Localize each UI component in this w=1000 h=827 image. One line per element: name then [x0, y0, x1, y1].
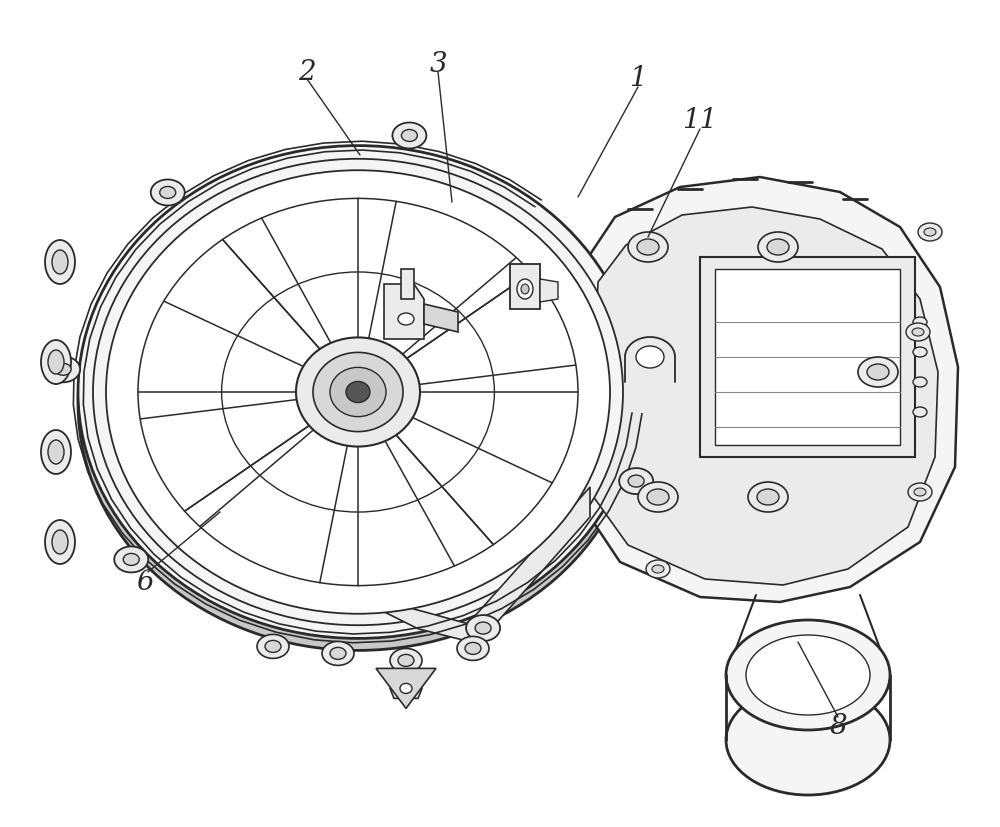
Ellipse shape	[914, 488, 926, 496]
Text: 11: 11	[682, 108, 718, 135]
Ellipse shape	[628, 232, 668, 262]
Ellipse shape	[767, 239, 789, 255]
Ellipse shape	[646, 560, 670, 578]
Ellipse shape	[913, 317, 927, 327]
Polygon shape	[376, 668, 436, 709]
Ellipse shape	[401, 130, 417, 141]
Text: 6: 6	[136, 568, 154, 595]
Ellipse shape	[913, 377, 927, 387]
Ellipse shape	[913, 407, 927, 417]
Polygon shape	[378, 487, 590, 643]
Text: 1: 1	[629, 65, 647, 93]
Ellipse shape	[41, 340, 71, 384]
Polygon shape	[700, 257, 915, 457]
Ellipse shape	[390, 648, 422, 672]
Ellipse shape	[45, 240, 75, 284]
Ellipse shape	[652, 565, 664, 573]
Ellipse shape	[757, 489, 779, 505]
Polygon shape	[580, 177, 958, 602]
Ellipse shape	[392, 122, 426, 149]
Text: 8: 8	[829, 714, 847, 740]
Ellipse shape	[41, 430, 71, 474]
Ellipse shape	[114, 547, 148, 572]
Ellipse shape	[330, 367, 386, 417]
Ellipse shape	[858, 357, 898, 387]
Ellipse shape	[466, 615, 500, 641]
Ellipse shape	[457, 637, 489, 661]
Ellipse shape	[46, 356, 80, 382]
Ellipse shape	[257, 634, 289, 658]
Ellipse shape	[908, 483, 932, 501]
Polygon shape	[424, 304, 458, 332]
Ellipse shape	[638, 482, 678, 512]
Ellipse shape	[55, 363, 71, 375]
Ellipse shape	[465, 643, 481, 654]
Ellipse shape	[913, 347, 927, 357]
Polygon shape	[590, 207, 938, 585]
Ellipse shape	[265, 640, 281, 653]
Ellipse shape	[918, 223, 942, 241]
Ellipse shape	[313, 352, 403, 432]
Ellipse shape	[322, 642, 354, 666]
Ellipse shape	[48, 350, 64, 374]
Polygon shape	[510, 264, 540, 309]
Ellipse shape	[106, 170, 610, 614]
Text: 3: 3	[429, 51, 447, 79]
Ellipse shape	[628, 475, 644, 487]
Ellipse shape	[521, 284, 529, 294]
Ellipse shape	[48, 440, 64, 464]
Ellipse shape	[330, 648, 346, 659]
Ellipse shape	[346, 381, 370, 403]
Ellipse shape	[647, 489, 669, 505]
Ellipse shape	[924, 228, 936, 236]
Ellipse shape	[867, 364, 889, 380]
Ellipse shape	[400, 683, 412, 693]
Ellipse shape	[475, 622, 491, 634]
Polygon shape	[540, 279, 558, 302]
Ellipse shape	[222, 272, 494, 512]
Ellipse shape	[52, 530, 68, 554]
Ellipse shape	[78, 158, 638, 650]
Ellipse shape	[78, 146, 638, 638]
Ellipse shape	[151, 179, 185, 205]
Ellipse shape	[160, 186, 176, 198]
Ellipse shape	[726, 620, 890, 730]
Ellipse shape	[906, 323, 930, 341]
Polygon shape	[715, 269, 900, 445]
Ellipse shape	[726, 685, 890, 795]
Ellipse shape	[398, 654, 414, 667]
Ellipse shape	[123, 553, 139, 566]
Ellipse shape	[398, 313, 414, 325]
Ellipse shape	[138, 198, 578, 586]
Ellipse shape	[52, 250, 68, 274]
Ellipse shape	[746, 635, 870, 715]
Ellipse shape	[619, 468, 653, 494]
Ellipse shape	[748, 482, 788, 512]
Ellipse shape	[296, 337, 420, 447]
Text: 2: 2	[298, 59, 316, 85]
Ellipse shape	[637, 239, 659, 255]
Polygon shape	[401, 269, 414, 299]
Polygon shape	[384, 284, 424, 339]
Polygon shape	[390, 678, 422, 698]
Ellipse shape	[517, 279, 533, 299]
Ellipse shape	[636, 346, 664, 368]
Ellipse shape	[93, 159, 623, 625]
Ellipse shape	[45, 520, 75, 564]
Ellipse shape	[758, 232, 798, 262]
Ellipse shape	[912, 328, 924, 336]
